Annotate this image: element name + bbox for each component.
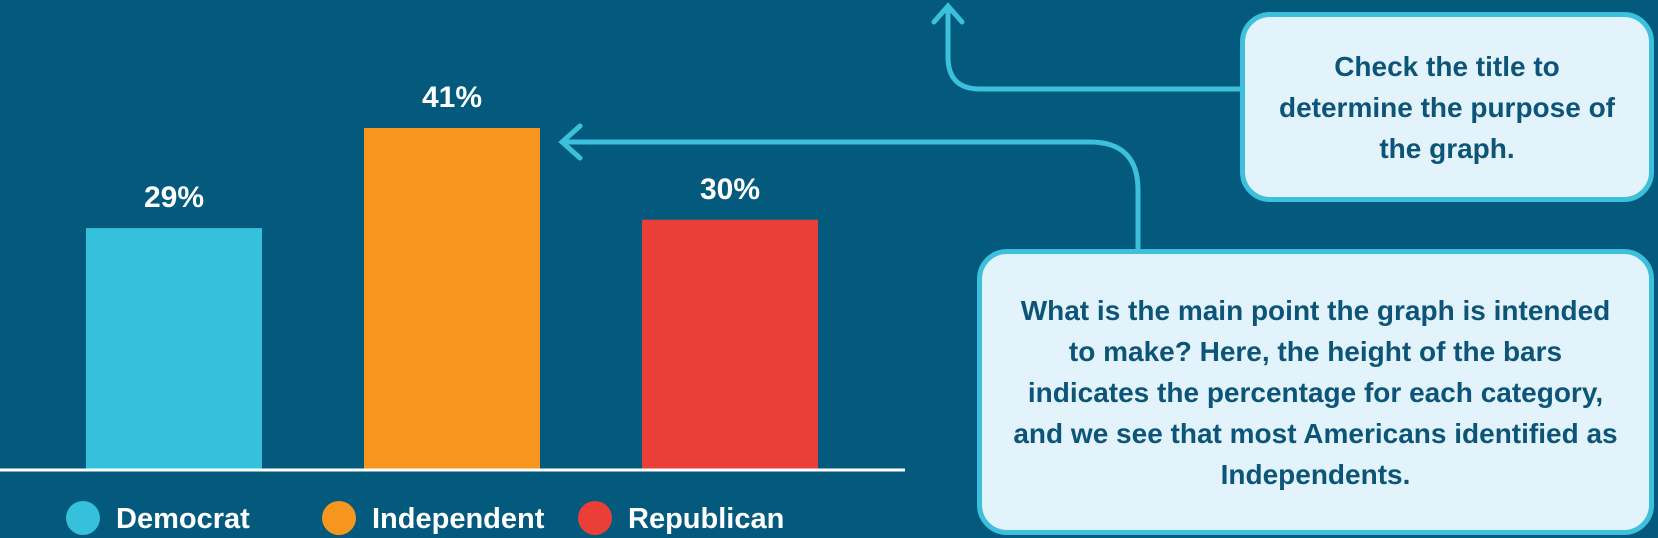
legend-swatch-independent xyxy=(322,501,356,535)
title-tip-callout: Check the title to determine the purpose… xyxy=(1240,12,1654,202)
legend-swatch-republican xyxy=(578,501,612,535)
title-arrow-connector xyxy=(945,6,1240,92)
bar-democrat xyxy=(86,228,262,470)
main-point-text: What is the main point the graph is inte… xyxy=(1013,294,1618,490)
legend-label-democrat: Democrat xyxy=(116,503,250,535)
bar-arrow-connector xyxy=(562,139,1141,249)
main-point-callout: What is the main point the graph is inte… xyxy=(977,249,1654,535)
bar-republican xyxy=(642,219,818,470)
bar-independent xyxy=(364,128,540,470)
title-tip-text: Check the title to determine the purpose… xyxy=(1278,50,1616,164)
data-label-independent: 41% xyxy=(422,81,482,114)
legend-swatch-democrat xyxy=(66,501,100,535)
data-label-republican: 30% xyxy=(700,173,760,206)
data-label-democrat: 29% xyxy=(144,181,204,214)
legend: Democrat Independent Republican xyxy=(66,501,784,535)
legend-label-republican: Republican xyxy=(628,503,784,535)
legend-label-independent: Independent xyxy=(372,503,545,535)
title-arrow-head xyxy=(931,2,965,25)
bar-arrow-head xyxy=(558,123,583,161)
bars-layer: 29% 41% 30% xyxy=(86,81,818,470)
